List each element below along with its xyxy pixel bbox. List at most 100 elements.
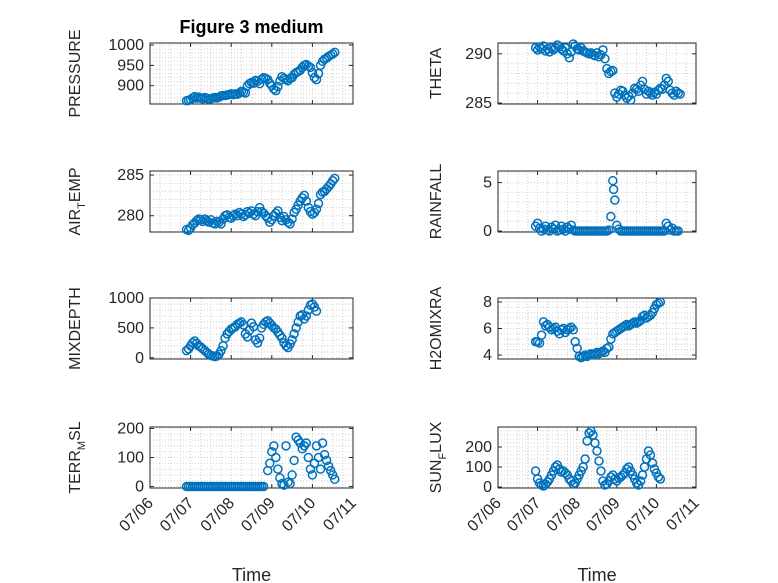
ytick-label: 0 xyxy=(483,479,492,496)
data-point xyxy=(633,86,644,96)
xtick-label: 07/10 xyxy=(279,495,319,535)
series-rainfall xyxy=(530,175,683,236)
xtick-label: 07/10 xyxy=(623,495,663,535)
data-point xyxy=(319,449,330,460)
chart-title: Figure 3 medium xyxy=(179,17,323,37)
data-point xyxy=(564,53,575,63)
series-h2omixra xyxy=(530,297,666,363)
ytick-label: 290 xyxy=(465,46,492,63)
data-point xyxy=(307,470,318,480)
data-point xyxy=(663,76,674,87)
y-axis-label: THETA xyxy=(428,48,445,100)
data-point xyxy=(287,335,297,345)
data-point xyxy=(299,190,310,201)
data-point xyxy=(256,74,267,84)
data-point xyxy=(196,215,206,225)
xtick-label: 07/11 xyxy=(320,495,360,535)
data-point xyxy=(291,323,301,333)
data-point xyxy=(645,88,656,98)
data-point xyxy=(608,175,618,186)
ytick-label: 200 xyxy=(117,420,144,437)
y-axis-label-tail: EMP xyxy=(67,167,84,202)
axes-pressure: 900 950 1000 PRESSURE Figure 3 medium xyxy=(67,17,354,118)
data-point xyxy=(285,478,295,489)
data-point xyxy=(301,311,312,321)
xtick-label: 07/08 xyxy=(544,495,584,535)
data-point xyxy=(329,474,340,485)
data-point xyxy=(323,461,334,471)
data-point xyxy=(287,214,297,224)
y-axis-label: MIXDEPTH xyxy=(67,287,84,370)
y-axis-label-main: H2OMIXRA xyxy=(428,286,445,370)
data-point xyxy=(269,441,279,451)
series-sunflux xyxy=(530,426,666,491)
data-point xyxy=(216,219,226,229)
data-point xyxy=(600,53,610,64)
y-axis-label-main: THETA xyxy=(428,48,445,100)
series-pressure xyxy=(181,47,340,106)
data-point xyxy=(265,217,275,227)
data-point xyxy=(655,474,666,484)
y-axis-label-main: TERR xyxy=(67,450,84,494)
y-axis-label: PRESSURE xyxy=(67,29,84,117)
axes-sunflux: 0 100 200 07/06 07/07 07/08 07/09 07/10 07/11 Tim… xyxy=(428,421,703,583)
data-point xyxy=(289,329,299,339)
data-point xyxy=(532,337,543,347)
data-point xyxy=(327,470,338,480)
data-point xyxy=(271,452,281,463)
ytick-label: 100 xyxy=(465,459,492,476)
data-point xyxy=(564,323,575,334)
xtick-label: 07/09 xyxy=(583,495,623,535)
data-point xyxy=(202,215,212,226)
ytick-label: 900 xyxy=(117,78,144,95)
axes-box xyxy=(149,297,354,360)
y-axis-label-main: PRESSURE xyxy=(67,29,84,117)
ytick-label: 1000 xyxy=(108,37,144,54)
data-point xyxy=(556,44,567,54)
grid xyxy=(149,297,354,359)
data-point xyxy=(305,62,316,73)
data-point xyxy=(608,184,619,195)
data-point xyxy=(311,204,322,214)
y-axis-label: AIRTEMP xyxy=(67,167,88,235)
ytick-label: 280 xyxy=(117,208,144,225)
ytick-label: 4 xyxy=(483,347,492,364)
data-point xyxy=(327,176,338,186)
data-point xyxy=(254,333,265,343)
data-point xyxy=(653,472,664,482)
data-point xyxy=(313,198,324,209)
data-point xyxy=(594,52,604,62)
axes-mixdepth: 0 500 1000 MIXDEPTH xyxy=(67,287,354,370)
data-point xyxy=(242,332,253,342)
data-point xyxy=(574,45,584,55)
ytick-label: 500 xyxy=(117,320,144,337)
axes-box xyxy=(149,170,354,233)
data-point xyxy=(580,454,590,464)
data-point xyxy=(645,310,656,320)
data-point xyxy=(285,219,295,229)
data-point xyxy=(610,474,620,484)
data-point xyxy=(566,322,577,332)
data-point xyxy=(283,477,293,487)
data-point xyxy=(610,195,620,205)
axes-rainfall: 0 5 RAINFALL xyxy=(428,164,697,240)
data-point xyxy=(606,334,616,344)
ytick-label: 100 xyxy=(117,450,144,467)
data-point xyxy=(321,455,332,466)
xtick-label: 07/06 xyxy=(464,495,504,535)
ytick-label: 285 xyxy=(117,167,144,184)
x-axis-label: Time xyxy=(232,565,271,583)
axes-airtemp: 280 285 AIRTEMP xyxy=(67,167,354,236)
data-point xyxy=(265,458,275,469)
data-point xyxy=(608,65,618,76)
xtick-label: 07/07 xyxy=(157,495,197,535)
data-point xyxy=(311,74,322,85)
data-point xyxy=(303,452,314,463)
data-point xyxy=(675,89,685,99)
data-point xyxy=(327,49,338,59)
y-axis-label-main: AIR xyxy=(67,209,84,236)
data-point xyxy=(329,47,340,58)
ytick-label: 950 xyxy=(117,57,144,74)
y-axis-label-sub: F xyxy=(437,453,449,460)
ytick-label: 1000 xyxy=(108,290,144,307)
